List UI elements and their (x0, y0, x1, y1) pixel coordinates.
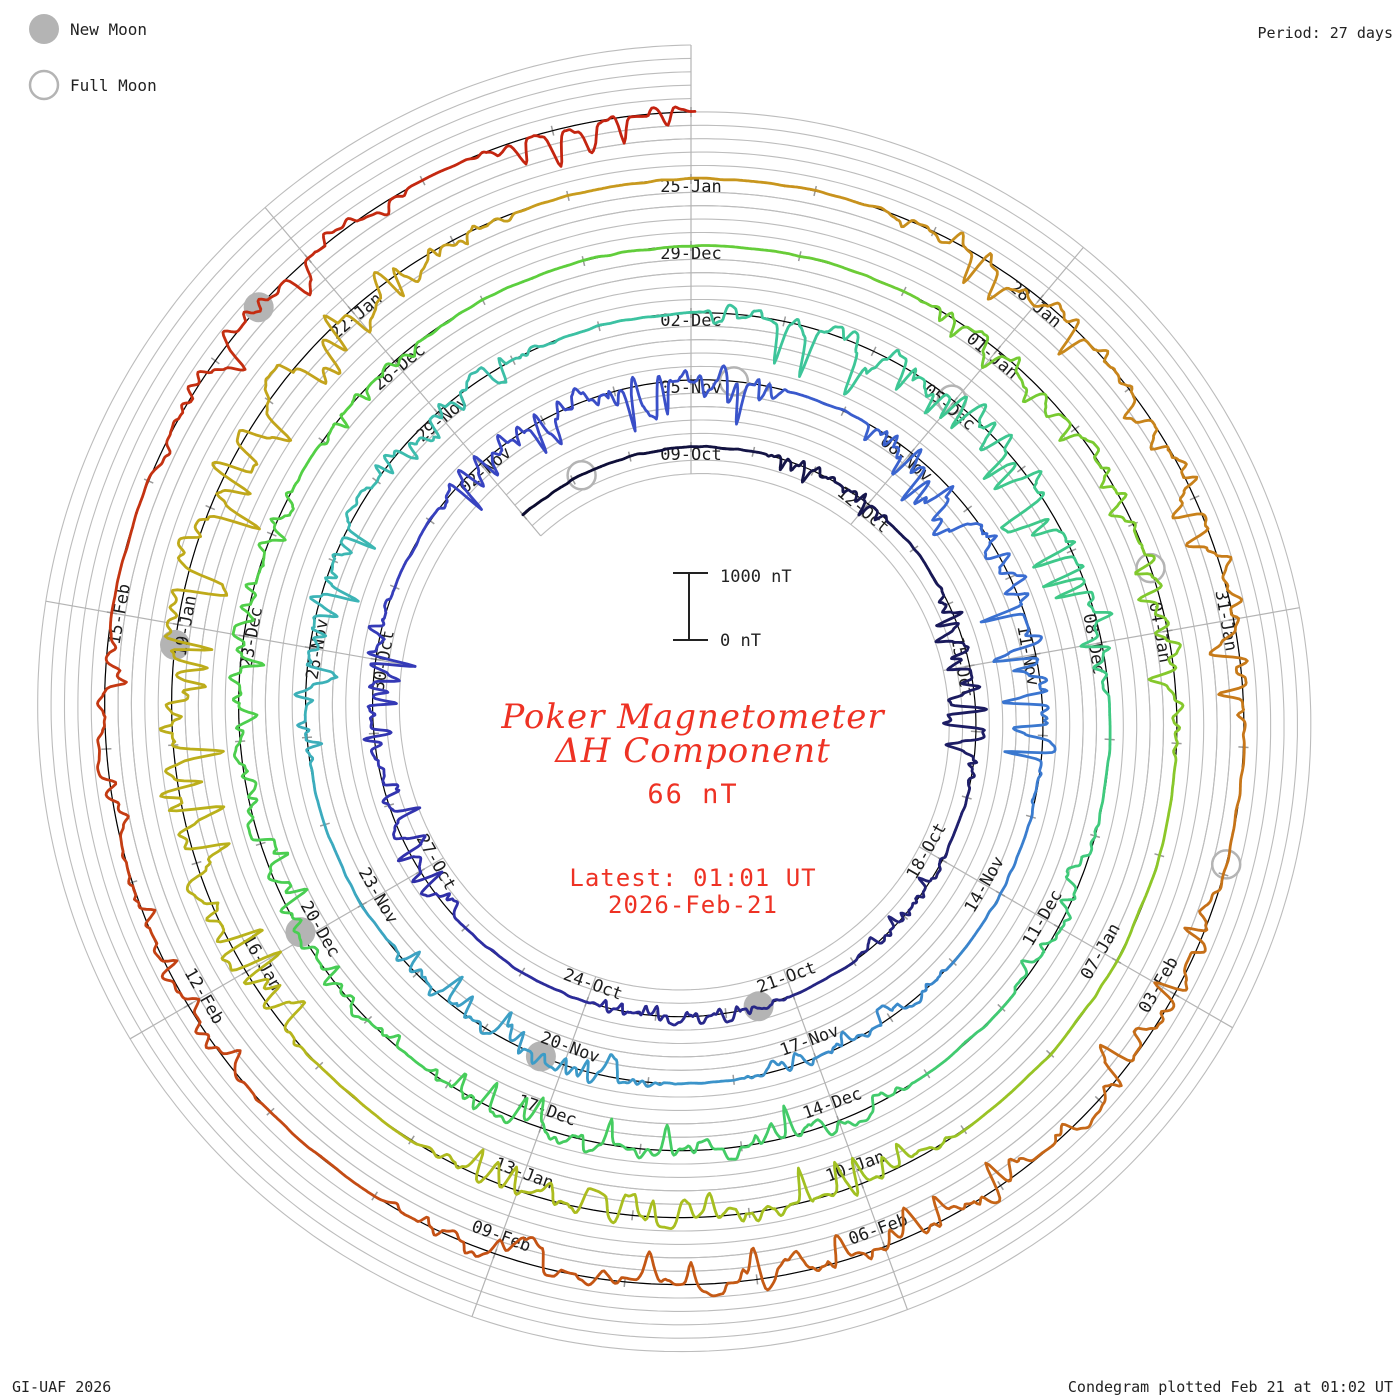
grid-spoke-160deg (783, 969, 908, 1310)
date-label-01-Jan: 01-Jan (962, 329, 1022, 384)
date-label-06-Feb: 06-Feb (846, 1210, 911, 1250)
grid-spoke-120deg (918, 846, 1233, 1029)
grid-spoke-40deg (850, 247, 1084, 525)
scale-bar (673, 572, 708, 641)
new-moon-icon (29, 14, 59, 44)
latest-time: Latest: 01:01 UT (569, 864, 816, 892)
scale-top-label: 1000 nT (720, 567, 792, 587)
date-label-02-Dec: 02-Dec (660, 311, 721, 331)
new-moon-legend-label: New Moon (70, 20, 147, 39)
full-moon-marker-01-Feb (1210, 849, 1242, 880)
grid-spoke-280deg (45, 600, 403, 665)
date-label-31-Jan: 31-Jan (1210, 589, 1240, 653)
date-label-18-Oct: 18-Oct (903, 820, 951, 883)
date-label-09-Oct: 09-Oct (660, 445, 721, 465)
date-label-21-Oct: 21-Oct (754, 958, 819, 998)
station-title: Poker Magnetometer (500, 697, 885, 737)
credit-label: GI-UAF 2026 (12, 1378, 111, 1396)
new-moon-marker-20-Dec (285, 917, 316, 948)
component-title: ΔH Component (553, 731, 831, 771)
date-label-14-Nov: 14-Nov (961, 853, 1009, 916)
date-label-07-Jan: 07-Jan (1077, 920, 1125, 983)
full-moon-marker-07-Oct (566, 460, 597, 491)
date-label-24-Oct: 24-Oct (561, 965, 626, 1005)
center-title-block: Poker Magnetometer ΔH Component 66 nT La… (500, 697, 885, 919)
plotted-timestamp-label: Condegram plotted Feb 21 at 01:02 UT (1068, 1378, 1393, 1396)
date-label-29-Dec: 29-Dec (660, 244, 721, 264)
date-label-15-Feb: 15-Feb (105, 582, 135, 646)
date-label-17-Nov: 17-Nov (777, 1021, 842, 1061)
date-label-12-Feb: 12-Feb (180, 965, 228, 1028)
date-label-04-Jan: 04-Jan (1144, 600, 1174, 664)
date-label-11-Dec: 11-Dec (1019, 887, 1067, 950)
grid-spoke-240deg (129, 857, 444, 1040)
date-label-14-Dec: 14-Dec (800, 1084, 865, 1124)
full-moon-legend-label: Full Moon (70, 76, 157, 95)
period-label: Period: 27 days (1258, 24, 1393, 42)
full-moon-marker-05-Nov (718, 366, 750, 397)
date-label-25-Jan: 25-Jan (660, 177, 721, 197)
grid-spoke-200deg (471, 976, 597, 1317)
latest-date: 2026-Feb-21 (608, 891, 778, 919)
magnetometer-trace (96, 105, 1249, 1298)
date-label-26-Dec: 26-Dec (370, 340, 430, 395)
angular-grid-spokes (45, 45, 1300, 1317)
full-moon-icon (28, 69, 60, 101)
moon-legend: New Moon Full Moon (28, 14, 157, 101)
scale-bottom-label: 0 nT (720, 631, 761, 651)
date-label-03-Feb: 03-Feb (1135, 954, 1183, 1017)
latest-value: 66 nT (647, 779, 738, 810)
date-label-23-Nov: 23-Nov (354, 864, 402, 927)
